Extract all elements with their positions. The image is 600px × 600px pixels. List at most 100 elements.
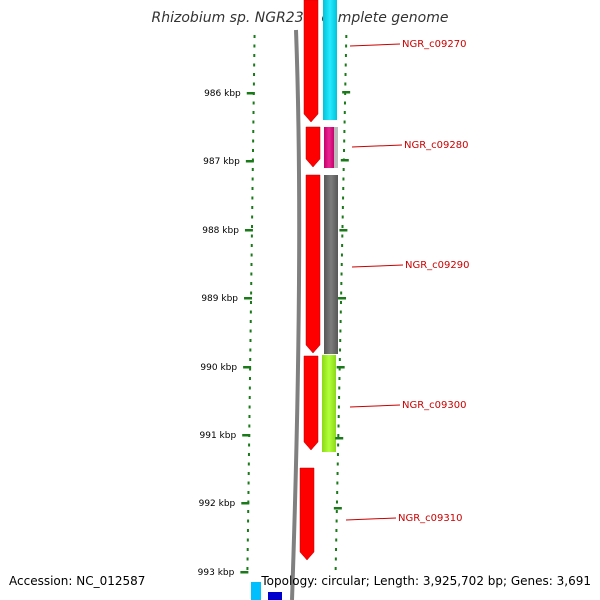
outer-ruler-dot [336,491,339,494]
gene-leader-line [349,43,401,47]
outer-ruler-dot [335,510,338,513]
outer-ruler [333,35,351,570]
ruler: 986 kbp 987 kbp 988 kbp 989 kbp 990 kbp 991 k… [198,35,256,578]
ruler-tick [240,571,249,574]
gene-label: NGR_c09270 [402,39,467,50]
ruler-tick-label: 991 kbp [200,431,237,441]
ruler-dot [249,310,252,314]
gene-block-shade [324,175,338,354]
ruler-tick-label: 993 kbp [198,568,235,578]
outer-ruler-dot [341,244,344,247]
ruler-dot [250,272,253,276]
accession-text: Accession: NC_012587 [9,574,146,588]
ruler-dot [250,282,253,285]
ruler-dot [249,301,252,304]
outer-ruler-dot [341,215,344,219]
ruler-dot [251,168,254,171]
ruler-dot [251,177,254,181]
ruler-tick [241,502,250,505]
outer-ruler-dot [340,253,343,257]
gene-label: NGR_c09290 [405,260,470,271]
ruler-dot [251,196,254,200]
outer-ruler-dot [335,548,338,551]
ruler-dot [249,329,252,333]
outer-ruler-dot [335,500,338,504]
ruler-tick-label: 988 kbp [202,226,239,236]
gene-leader-line [345,517,397,521]
outer-ruler-dot [340,263,343,266]
outer-ruler-dot [339,320,342,323]
ruler-dot [248,377,251,380]
ruler-dot [252,111,255,114]
outer-ruler-dot [341,206,344,209]
outer-ruler-tick [339,229,348,232]
ruler-tick-label: 989 kbp [201,294,238,304]
outer-ruler-dot [336,481,339,485]
outer-ruler-dot [344,82,347,86]
ruler-dot [247,453,250,456]
outer-ruler-dot [344,63,347,67]
ruler-dot [249,367,252,371]
ruler-dot [247,519,250,523]
ruler-dot [246,529,249,532]
outer-ruler-dot [337,415,340,418]
ruler-dot [253,35,256,38]
orf-arrow [305,174,321,354]
ruler-tick [242,434,251,437]
ruler-dot [247,491,250,494]
outer-ruler-dot [341,225,344,228]
ruler-dot [251,187,254,190]
orf-track [299,0,321,561]
map-title: Rhizobium sp. NGR234, complete genome [151,10,449,26]
ruler-tick [244,229,253,232]
gene-leader-line [351,144,403,148]
outer-ruler-dot [339,339,342,342]
ruler-dot [247,462,250,466]
ruler-dot [247,481,250,485]
outer-ruler-tick [338,297,347,300]
ruler-dot [249,348,252,352]
ruler-dot [253,44,256,48]
ruler-dot [248,386,251,390]
ruler-dot [247,472,250,475]
outer-ruler-dot [342,187,345,190]
outer-ruler-dot [337,443,340,447]
outer-ruler-dot [340,272,343,276]
ruler-dot [250,244,253,247]
orf-arrow [303,355,319,451]
ruler-dot [251,225,253,228]
ruler-tick [246,92,255,95]
outer-ruler-dot [339,329,342,333]
ruler-dot [248,415,251,418]
ruler-dot [252,149,255,152]
ruler-dot [246,557,249,561]
outer-ruler-dot [343,101,346,105]
outer-ruler-dot [338,377,341,380]
ruler-dot [250,234,253,238]
lower-gene-blue [268,592,282,600]
outer-ruler-dot [345,44,348,48]
gene-leader-line [349,404,401,408]
ruler-dot [250,253,253,257]
gene-block-shade [324,127,334,168]
ruler-dot [248,405,251,409]
ruler-tick-label: 986 kbp [204,89,241,99]
outer-ruler-dot [343,120,346,124]
outer-ruler-dot [341,234,344,238]
ruler-dot [252,101,255,105]
ruler-dot [249,320,252,323]
lower-genes [251,582,282,600]
ruler-dot [249,358,252,361]
outer-ruler-dot [343,139,346,143]
ruler-dot [246,538,249,542]
ruler-dot [253,73,256,76]
outer-ruler-dot [338,386,341,390]
outer-ruler-dot [335,519,338,523]
orf-arrow [305,126,321,168]
ruler-dot [252,120,255,124]
gene-block-shade [322,355,336,452]
ruler-tick-label: 992 kbp [199,499,236,509]
gene-labels: NGR_c09270 NGR_c09280 NGR_c09290 NGR_c09300… [345,39,470,524]
outer-ruler-dot [338,358,341,361]
